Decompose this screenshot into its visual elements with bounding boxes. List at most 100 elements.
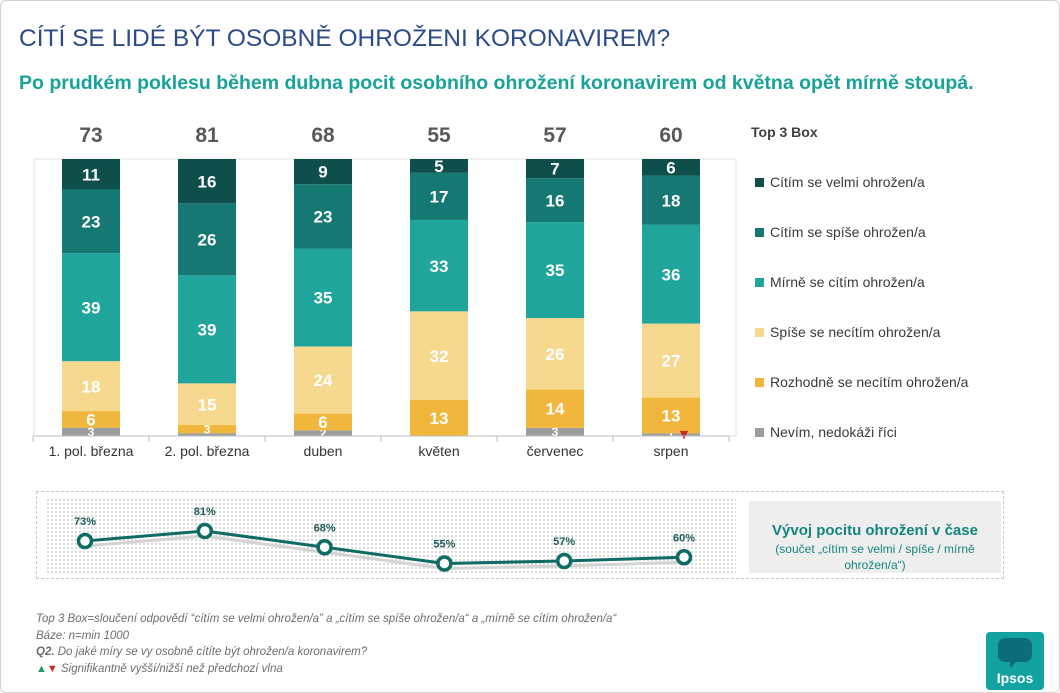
bar-value-label: 6 [318, 413, 327, 432]
bar-value-label: 32 [430, 347, 449, 366]
bar-value-label: 36 [662, 265, 681, 284]
trend-point [555, 552, 573, 570]
trend-value-label: 81% [194, 506, 216, 518]
trend-panel: Vývoj pocitu ohrožení v čase (součet „cí… [749, 501, 1001, 573]
legend-item-mirne: Mírně se cítím ohrožen/a [755, 272, 1055, 322]
bar-segment [526, 427, 584, 436]
legend-swatch [755, 328, 764, 337]
legend-label: Rozhodně se necítím ohrožen/a [770, 374, 969, 390]
page-subtitle: Po prudkém poklesu během dubna pocit oso… [19, 72, 974, 94]
bar-value-label: 6 [86, 411, 95, 430]
ipsos-logo: Ipsos [986, 632, 1044, 690]
bar-segment [410, 399, 468, 436]
trend-value-label: 60% [673, 532, 695, 544]
top3-total-label: 57 [543, 124, 566, 147]
bar-value-label: 16 [198, 172, 217, 191]
bar-segment [642, 159, 700, 176]
bar-segment [178, 424, 236, 434]
bar-value-label: 35 [546, 261, 565, 280]
bar-value-label: 5 [434, 157, 443, 176]
trend-line [84, 529, 685, 565]
bar-segment [642, 433, 700, 436]
legend-item-spise: Cítím se spíše ohrožen/a [755, 222, 1055, 272]
category-label: 1. pol. března [49, 443, 134, 459]
bar-segment [294, 413, 352, 431]
bar-value-label: 17 [430, 188, 449, 207]
bar-segment [62, 253, 120, 362]
bar-segment [410, 172, 468, 220]
bar-value-label: 39 [198, 320, 217, 339]
trend-point [196, 522, 214, 540]
legend-swatch [755, 178, 764, 187]
bar-value-label: 26 [198, 230, 217, 249]
top3-total-label: 60 [659, 124, 682, 147]
legend: Cítím se velmi ohrožen/a Cítím se spíše … [755, 172, 1055, 472]
top3-total-label: 68 [311, 124, 335, 147]
legend-item-nevim: Nevím, nedokáži říci [755, 422, 1055, 472]
bar-segment [642, 224, 700, 324]
bar-value-label: 13 [662, 407, 681, 426]
top3-total-label: 55 [427, 124, 451, 147]
legend-label: Mírně se cítím ohrožen/a [770, 274, 925, 290]
footnote-significance: ▲▼ Signifikantně vyšší/nižší než předcho… [36, 661, 936, 678]
bar-segment [526, 389, 584, 428]
bar-segment [410, 219, 468, 312]
trend-point [436, 555, 453, 572]
question-text: Do jaké míry se vy osobně cítíte být ohr… [54, 646, 368, 658]
bar-segment [178, 383, 236, 425]
footnote-question: Q2. Do jaké míry se vy osobně cítíte být… [36, 644, 936, 661]
bar-value-label: 16 [546, 191, 565, 210]
trend-point [76, 532, 94, 550]
bar-value-label: 33 [430, 257, 449, 276]
legend-swatch [755, 428, 764, 437]
bar-segment [294, 430, 352, 436]
bar-segment [178, 159, 236, 204]
bar-segment [526, 178, 584, 223]
bar-segment [178, 203, 236, 276]
legend-label: Cítím se spíše ohrožen/a [770, 224, 926, 240]
bar-segment [178, 433, 236, 436]
legend-swatch [755, 228, 764, 237]
legend-label: Spíše se necítím ohrožen/a [770, 324, 941, 340]
bar-segment [410, 159, 468, 173]
trend-value-label: 68% [314, 522, 336, 534]
category-label: duben [304, 443, 343, 459]
category-label: květen [418, 443, 459, 459]
bar-segment [294, 346, 352, 414]
trend-line-shadow [84, 534, 685, 570]
bar-segment [526, 318, 584, 390]
bar-value-label: 11 [82, 165, 100, 184]
bar-segment [62, 411, 120, 428]
bar-value-label: 3 [552, 425, 559, 439]
bar-value-label: 7 [550, 160, 559, 179]
bar-value-label: 18 [662, 191, 681, 210]
trend-value-label: 55% [433, 539, 455, 551]
bar-value-label: 3 [204, 422, 211, 436]
bar-value-label: 14 [546, 400, 565, 419]
bar-value-label: 23 [314, 207, 333, 226]
bar-segment [294, 248, 352, 347]
legend-swatch [755, 378, 764, 387]
bar-segment [526, 159, 584, 179]
bar-segment [62, 361, 120, 412]
legend-title: Top 3 Box [751, 124, 818, 140]
bar-segment [294, 159, 352, 185]
x-axis-ticks [32, 436, 730, 442]
legend-item-spise-ne: Spíše se necítím ohrožen/a [755, 322, 1055, 372]
bar-segment [526, 222, 584, 319]
trend-subtitle: (součet „cítím se velmi / spíše / mírně … [775, 542, 975, 572]
bar-value-label: 35 [314, 289, 333, 308]
legend-item-rozhodne-ne: Rozhodně se necítím ohrožen/a [755, 372, 1055, 422]
bar-segment [62, 189, 120, 254]
footnotes: Top 3 Box=sloučení odpovědí “cítím se ve… [36, 611, 936, 677]
trend-point [675, 549, 693, 566]
page-title: CÍTÍ SE LIDÉ BÝT OSOBNĚ OHROŽENI KORONAV… [19, 25, 671, 52]
bar-value-label: 2 [320, 427, 327, 441]
bar-value-label: 13 [430, 409, 449, 428]
legend-item-velmi: Cítím se velmi ohrožen/a [755, 172, 1055, 222]
question-label: Q2. [36, 646, 55, 658]
footnote-definition: Top 3 Box=sloučení odpovědí “cítím se ve… [36, 613, 617, 625]
category-label: srpen [653, 443, 688, 459]
